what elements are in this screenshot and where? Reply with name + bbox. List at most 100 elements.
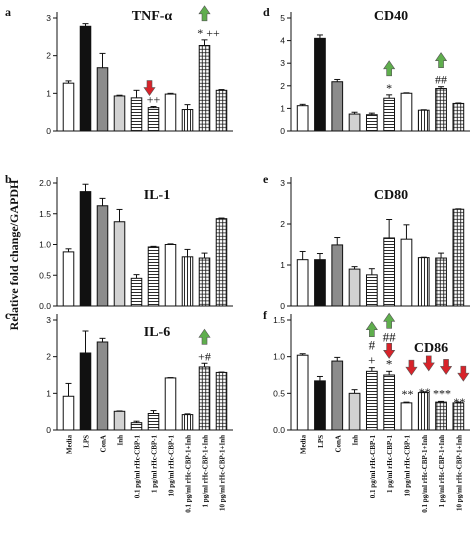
bar [331,244,344,307]
y-tick-label: 1 [46,88,51,98]
bar [314,259,326,307]
bar [435,401,447,431]
panel-letter: a [5,5,11,19]
panel-c: c IL-6 0 1 2 3 +# Media LPS ConA Inh 0.1 pg/ml rHc-… [5,308,233,513]
significance-mark: ++ [147,93,161,107]
bar [215,218,228,307]
panel-letter: e [263,172,269,186]
bar [164,244,177,307]
y-tick-label: 3 [46,315,51,325]
down-arrow [422,355,435,372]
y-tick-label: 0.0 [39,301,51,311]
bar [331,81,344,132]
y-tick-label: 0.5 [273,388,285,398]
significance-mark: *** [433,386,451,400]
bar [96,67,109,132]
x-tick-label: Inh [117,435,125,446]
bar [365,370,378,431]
x-tick-label: 0.1 pg/ml rHc-CBP-1+Inh [421,435,429,513]
x-tick-label: 0.1 pg/ml rHc-CBP-1 [369,435,377,499]
panel-letter: c [5,308,11,322]
x-tick-label: 0.1 pg/ml rHc-CBP-1 [134,435,142,499]
significance-mark: ** [453,395,465,409]
panel-d: d CD40 0 1 2 3 4 5 * ## [263,5,470,136]
panel-title: IL-1 [144,188,170,203]
panel-e: e CD80 0 1 2 3 [263,172,470,311]
x-tick-label: LPS [317,435,325,448]
bar [96,205,109,307]
bar [130,277,143,307]
y-tick-label: 4 [280,36,285,46]
up-arrow [434,52,448,69]
bar [365,114,378,132]
x-tick-label: Media [300,435,308,455]
bar [130,422,143,431]
panel-title: CD86 [414,341,448,356]
bar [383,374,396,431]
bar [198,44,211,132]
significance-mark: * ++ [197,26,220,40]
panel-b: b IL-1 0.0 0.5 1.0 1.5 2.0 [5,172,233,311]
x-tick-label: 1 pg/ml rHc-CBP-1+Inh [438,435,446,508]
bar [348,113,361,132]
x-tick-label: 10 pg/ml rHc-CBP-1 [168,435,176,497]
bar [383,97,396,132]
y-tick-label: 2 [46,51,51,61]
bar [417,257,430,307]
bar [181,256,194,307]
x-tick-label: ConA [100,435,108,453]
y-tick-label: 0 [46,425,51,435]
y-tick-label: 2 [280,219,285,229]
bar [113,410,126,431]
bar [400,92,413,132]
bar [296,105,309,132]
bar [400,402,413,431]
significance-mark: # [369,338,376,353]
bar [62,82,75,132]
y-tick-label: 3 [280,178,285,188]
significance-mark: ** [419,385,431,399]
bar [62,251,75,307]
bar [215,371,228,431]
bar [79,191,92,307]
down-arrow [383,343,396,359]
x-tick-label: 0.1 pg/ml rHc-CBP-1+Inh [185,435,193,513]
bar [198,257,211,307]
up-arrow [383,60,396,77]
panel-title: CD40 [374,9,408,24]
bar [181,414,194,431]
y-tick-label: 2 [280,81,285,91]
down-arrow [457,365,470,382]
y-tick-label: 1.0 [273,352,285,362]
x-tick-label: 10 pg/ml rHc-CBP-1+Inh [219,435,227,511]
significance-mark: +# [198,349,211,363]
y-tick-label: 2.0 [39,178,51,188]
bar [113,95,126,132]
down-arrow [143,80,156,97]
x-tick-label: Media [66,435,74,455]
y-tick-label: 1.5 [39,209,51,219]
y-tick-label: 1 [46,388,51,398]
bar [348,268,361,307]
bar [164,377,177,431]
y-tick-label: 1 [280,103,285,113]
bar [181,109,194,132]
bar [79,352,92,431]
y-tick-label: 0.5 [39,270,51,280]
x-tick-label: 10 pg/ml rHc-CBP-1 [403,435,411,497]
bar [296,259,309,307]
bar [452,208,465,307]
x-tick-label: 1 pg/ml rHc-CBP-1 [151,435,159,493]
panel-letter: f [263,308,268,322]
bar [314,380,326,431]
up-arrow [383,312,396,329]
y-tick-label: 0.0 [273,425,285,435]
significance-mark: ## [383,329,397,344]
bar [147,413,160,431]
down-arrow [439,359,453,375]
up-arrow [365,321,378,337]
bar [147,107,160,132]
panel-title: IL-6 [144,325,170,340]
y-tick-label: 0 [280,301,285,311]
